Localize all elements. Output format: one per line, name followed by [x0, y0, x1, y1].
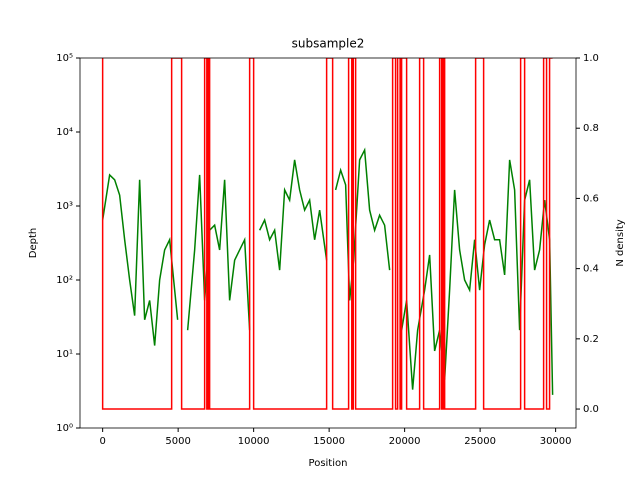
y-tick-label: 10⁰ — [56, 423, 73, 434]
chart-title: subsample2 — [292, 37, 365, 51]
plot-frame — [79, 57, 577, 429]
x-tick-label: 0 — [99, 436, 105, 447]
y2-axis-label: N density — [615, 219, 626, 266]
y-tick-label: 10¹ — [56, 349, 73, 360]
y2-tick-label: 0.0 — [583, 404, 599, 415]
y-tick-label: 10³ — [56, 201, 73, 212]
x-tick-label: 15000 — [313, 436, 345, 447]
x-axis-label: Position — [309, 458, 348, 469]
series-line — [101, 147, 554, 395]
y2-tick-label: 0.4 — [583, 264, 599, 275]
y-tick-label: 10⁵ — [56, 53, 73, 64]
x-tick-label: 25000 — [464, 436, 496, 447]
y2-tick-label: 0.6 — [583, 193, 599, 204]
y2-tick-label: 0.8 — [583, 123, 599, 134]
y2-tick-label: 0.2 — [583, 334, 599, 345]
y-tick-label: 10² — [56, 275, 73, 286]
x-tick-label: 20000 — [389, 436, 421, 447]
x-tick-label: 30000 — [540, 436, 572, 447]
y2-tick-label: 1.0 — [583, 53, 599, 64]
y-axis-label: Depth — [28, 228, 39, 258]
series-line — [101, 58, 553, 410]
x-tick-label: 10000 — [238, 436, 270, 447]
x-tick-label: 5000 — [165, 436, 190, 447]
y-tick-label: 10⁴ — [56, 127, 73, 138]
